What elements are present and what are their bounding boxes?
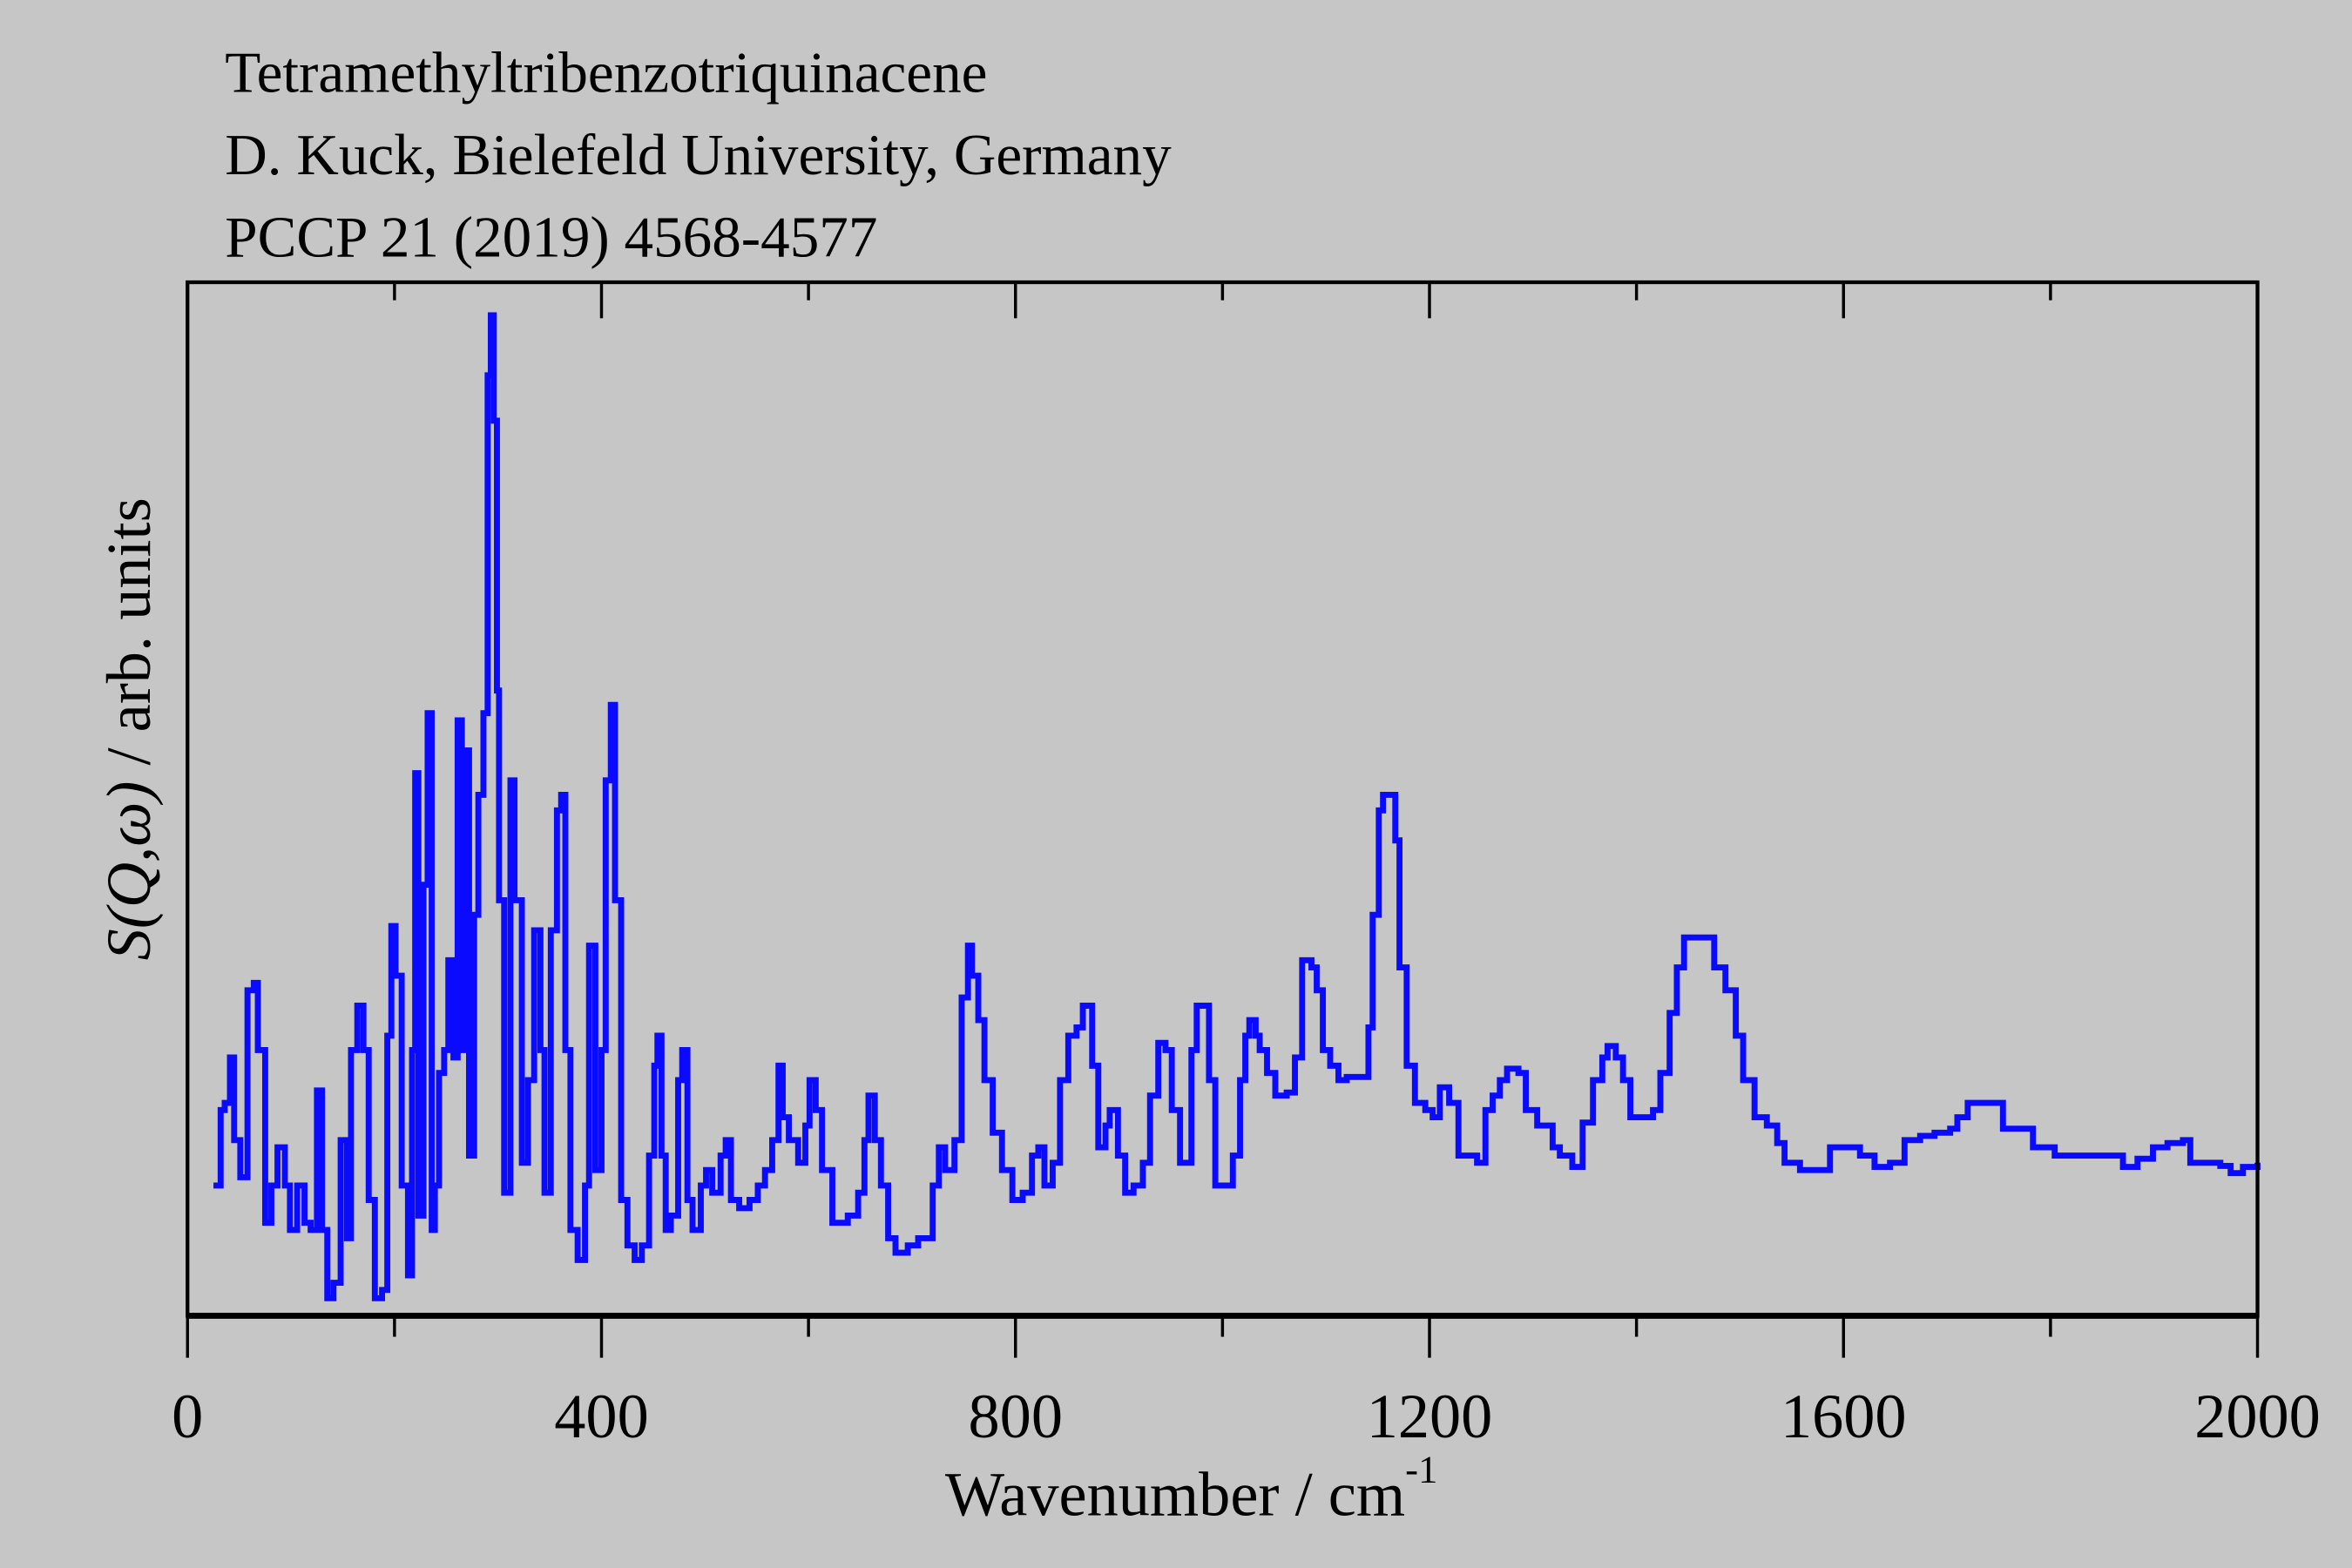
y-axis-label: S(Q,ω) / arb. units <box>94 497 164 960</box>
x-axis-label-text: Wavenumber / cm <box>945 1459 1405 1529</box>
header-text: Tetramethyltribenzotriquinacene D. Kuck,… <box>225 39 1172 269</box>
spectrum-line <box>213 312 2261 1301</box>
header-line-compound: Tetramethyltribenzotriquinacene <box>225 39 987 105</box>
x-tick-label: 0 <box>172 1382 203 1451</box>
y-axis-label-italic: S(Q,ω) <box>94 781 164 961</box>
x-tick-label: 400 <box>554 1382 648 1451</box>
x-tick-label: 1600 <box>1781 1382 1907 1451</box>
y-axis-label-units: / arb. units <box>94 497 164 781</box>
header-line-author: D. Kuck, Bielefeld University, Germany <box>225 122 1172 187</box>
x-tick-label: 800 <box>969 1382 1063 1451</box>
header-line-reference: PCCP 21 (2019) 4568-4577 <box>225 205 877 270</box>
x-tick-label: 1200 <box>1367 1382 1493 1451</box>
x-axis-label: Wavenumber / cm-1 <box>945 1448 1438 1530</box>
x-axis-label-superscript: -1 <box>1405 1448 1437 1491</box>
x-tick-labels: 0 400 800 1200 1600 2000 <box>172 1382 2321 1451</box>
x-tick-label: 2000 <box>2194 1382 2321 1451</box>
